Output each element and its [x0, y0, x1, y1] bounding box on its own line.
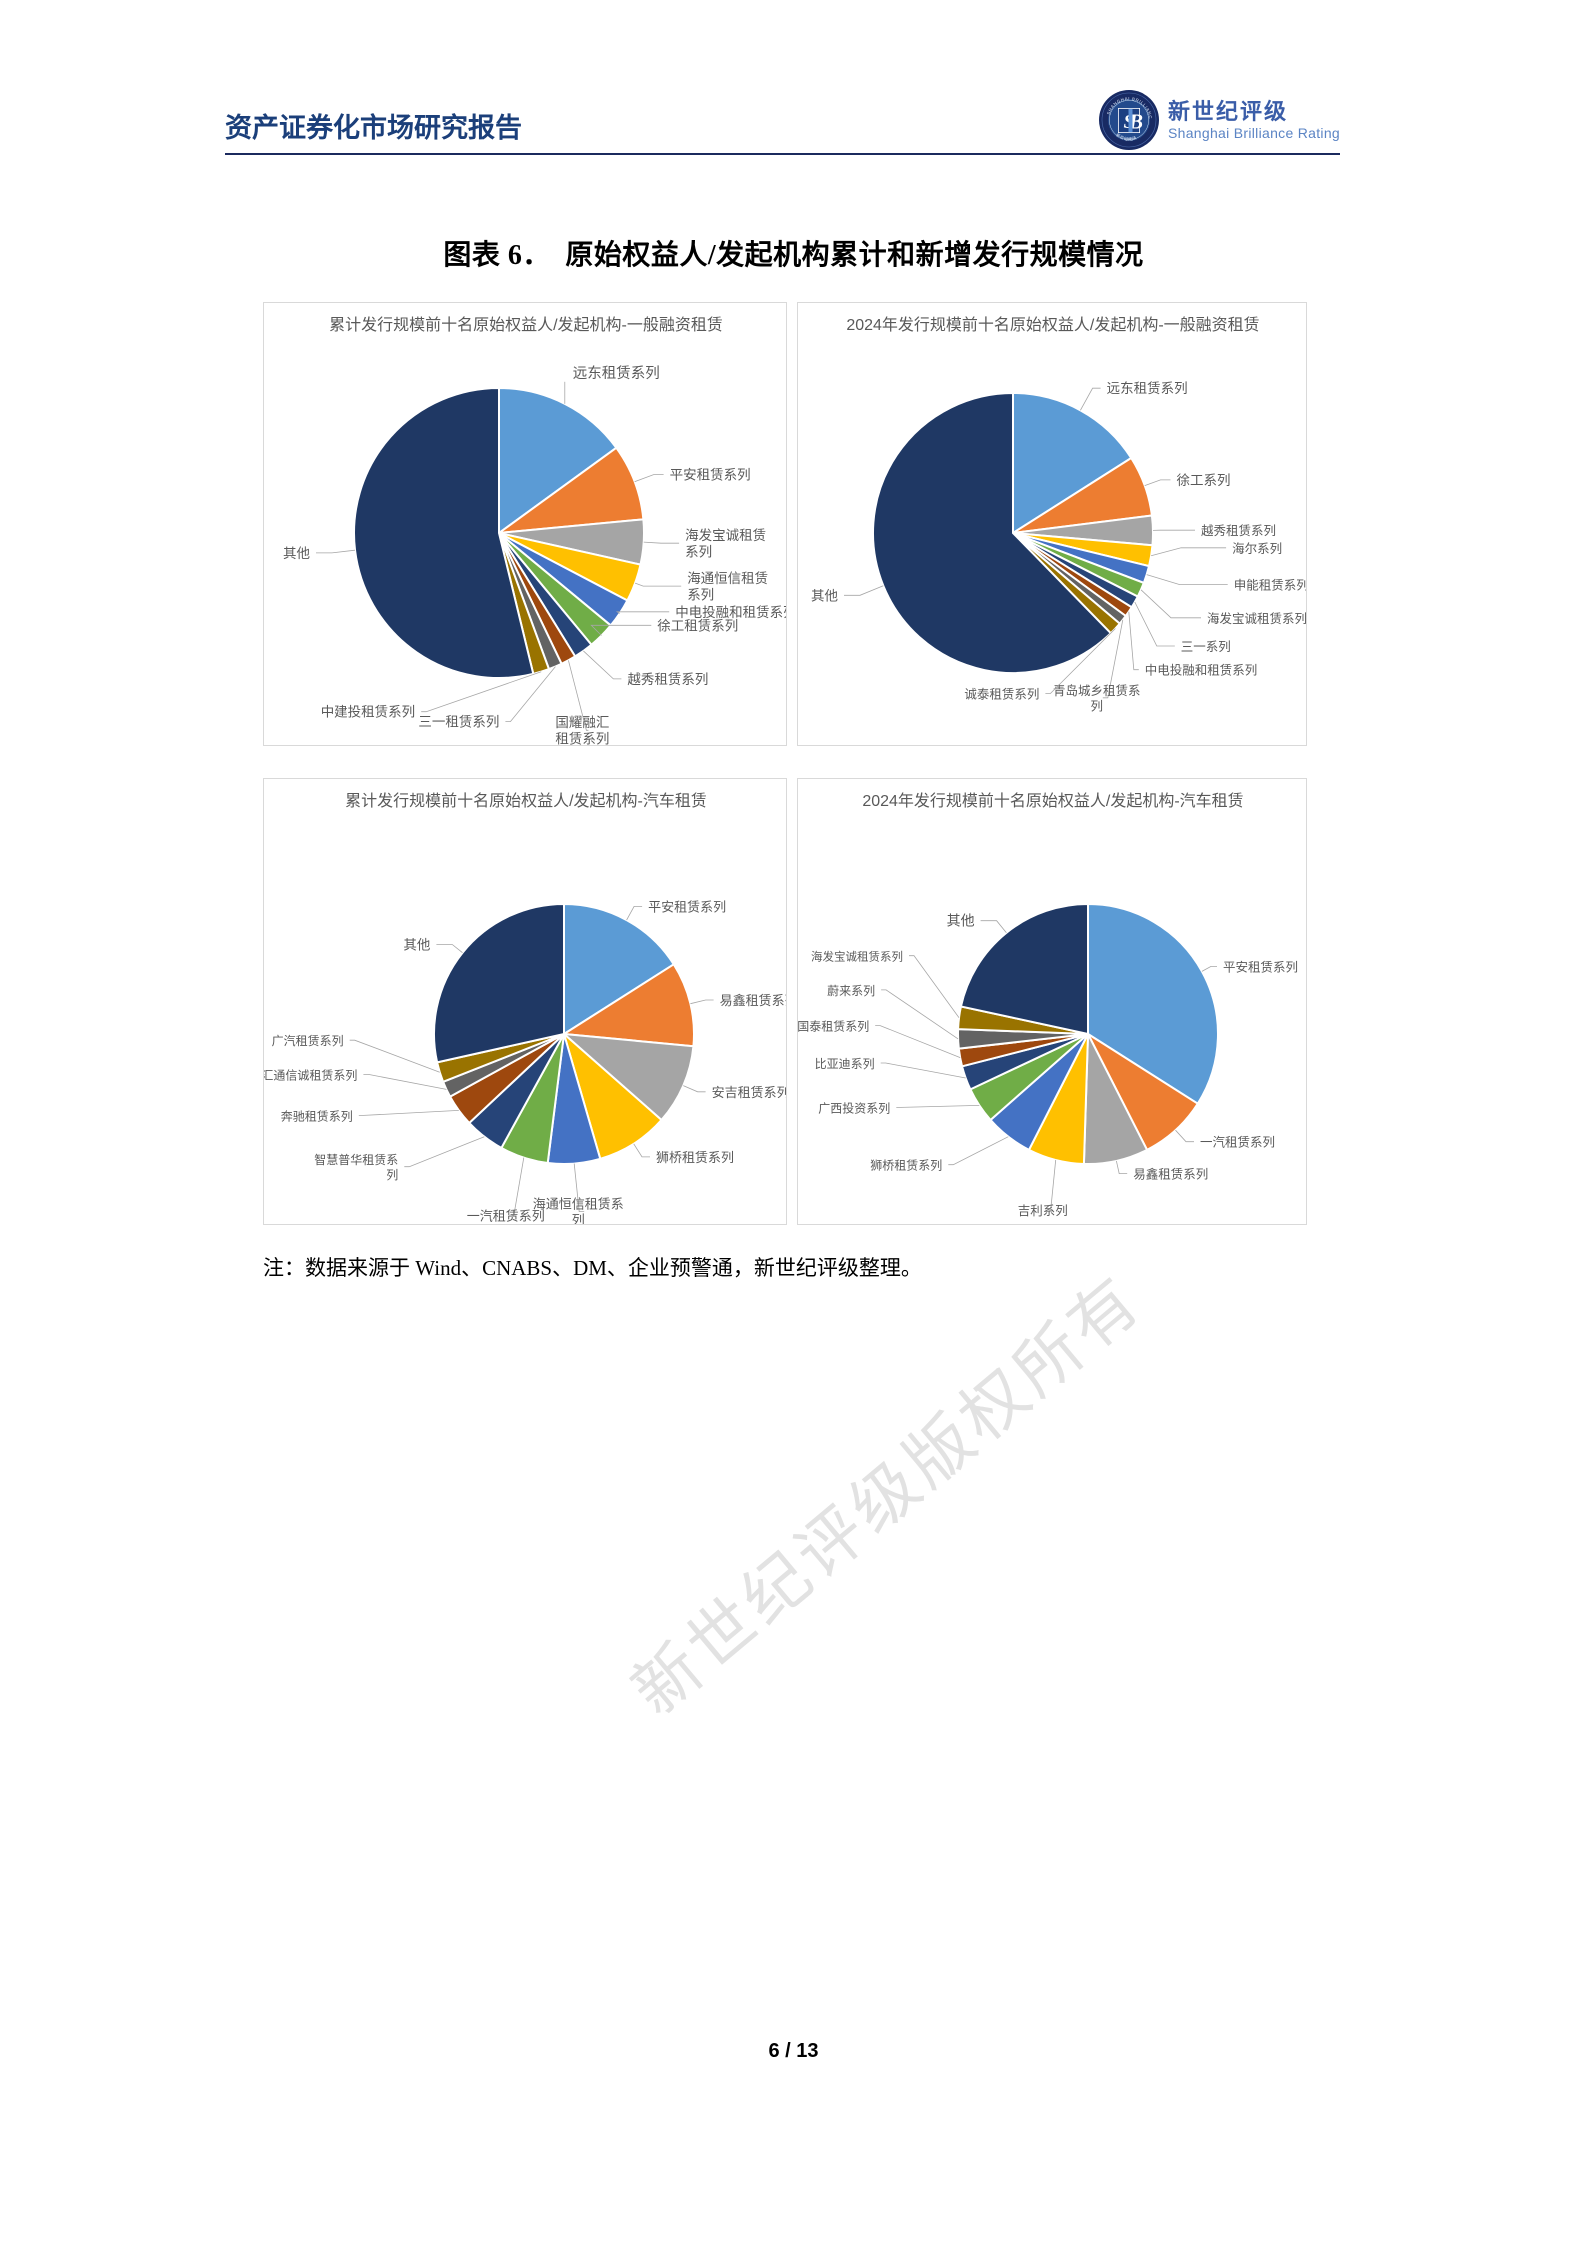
svg-text:2024年发行规模前十名原始权益人/发起机构-一般融资租赁: 2024年发行规模前十名原始权益人/发起机构-一般融资租赁 [846, 316, 1259, 334]
svg-text:远东租赁系列: 远东租赁系列 [573, 365, 660, 382]
svg-text:奔驰租赁系列: 奔驰租赁系列 [281, 1109, 353, 1123]
svg-text:三一租赁系列: 三一租赁系列 [418, 715, 499, 730]
svg-text:汇通信诚租赁系列: 汇通信诚租赁系列 [264, 1068, 357, 1082]
svg-text:海发宝诚租赁系列: 海发宝诚租赁系列 [811, 950, 903, 964]
svg-text:其他: 其他 [947, 913, 975, 929]
svg-text:海发宝诚租赁系列: 海发宝诚租赁系列 [685, 528, 766, 560]
svg-text:一汽租赁系列: 一汽租赁系列 [1200, 1135, 1275, 1150]
svg-text:平安租赁系列: 平安租赁系列 [648, 899, 726, 914]
svg-text:安吉租赁系列: 安吉租赁系列 [712, 1085, 787, 1100]
svg-text:其他: 其他 [811, 588, 838, 603]
svg-text:海尔系列: 海尔系列 [1232, 541, 1282, 556]
svg-text:智慧普华租赁系列: 智慧普华租赁系列 [314, 1152, 398, 1182]
svg-text:狮桥租赁系列: 狮桥租赁系列 [870, 1159, 942, 1173]
svg-text:三一系列: 三一系列 [1181, 640, 1231, 654]
svg-text:徐工租赁系列: 徐工租赁系列 [657, 618, 738, 633]
svg-text:累计发行规模前十名原始权益人/发起机构-汽车租赁: 累计发行规模前十名原始权益人/发起机构-汽车租赁 [345, 792, 707, 810]
svg-text:诚泰租赁系列: 诚泰租赁系列 [964, 688, 1039, 702]
svg-text:徐工系列: 徐工系列 [1177, 473, 1231, 488]
svg-text:易鑫租赁系列: 易鑫租赁系列 [720, 993, 787, 1008]
svg-text:一汽租赁系列: 一汽租赁系列 [467, 1209, 545, 1224]
svg-text:海通恒信租赁系列: 海通恒信租赁系列 [687, 571, 768, 603]
svg-text:吉利系列: 吉利系列 [1018, 1204, 1068, 1218]
svg-text:海发宝诚租赁系列: 海发宝诚租赁系列 [1207, 611, 1307, 626]
svg-text:新世纪评级版权所有: 新世纪评级版权所有 [618, 1261, 1155, 1728]
svg-text:国耀融汇租赁系列: 国耀融汇租赁系列 [555, 715, 609, 746]
svg-text:中建投租赁系列: 中建投租赁系列 [321, 705, 416, 720]
svg-text:其他: 其他 [283, 546, 310, 561]
svg-text:越秀租赁系列: 越秀租赁系列 [1201, 524, 1276, 538]
svg-text:申能租赁系列: 申能租赁系列 [1234, 579, 1307, 593]
svg-text:其他: 其他 [403, 938, 430, 953]
svg-text:累计发行规模前十名原始权益人/发起机构-一般融资租赁: 累计发行规模前十名原始权益人/发起机构-一般融资租赁 [329, 316, 723, 334]
svg-text:远东租赁系列: 远东租赁系列 [1107, 381, 1188, 396]
svg-text:中电投融和租赁系列: 中电投融和租赁系列 [1145, 663, 1258, 678]
svg-text:比亚迪系列: 比亚迪系列 [815, 1057, 875, 1071]
svg-text:狮桥租赁系列: 狮桥租赁系列 [656, 1150, 734, 1165]
svg-text:越秀租赁系列: 越秀租赁系列 [627, 672, 708, 687]
svg-text:广汽租赁系列: 广汽租赁系列 [272, 1033, 344, 1048]
svg-text:蔚来系列: 蔚来系列 [827, 984, 875, 998]
svg-text:青岛城乡租赁系列: 青岛城乡租赁系列 [1053, 683, 1141, 714]
svg-text:海通恒信租赁系列: 海通恒信租赁系列 [533, 1197, 624, 1225]
svg-text:易鑫租赁系列: 易鑫租赁系列 [1133, 1167, 1208, 1182]
svg-text:平安租赁系列: 平安租赁系列 [1223, 959, 1298, 974]
svg-text:国泰租赁系列: 国泰租赁系列 [798, 1020, 869, 1034]
svg-text:2024年发行规模前十名原始权益人/发起机构-汽车租赁: 2024年发行规模前十名原始权益人/发起机构-汽车租赁 [862, 792, 1243, 810]
svg-text:平安租赁系列: 平安租赁系列 [670, 468, 751, 483]
svg-text:广西投资系列: 广西投资系列 [818, 1100, 890, 1115]
